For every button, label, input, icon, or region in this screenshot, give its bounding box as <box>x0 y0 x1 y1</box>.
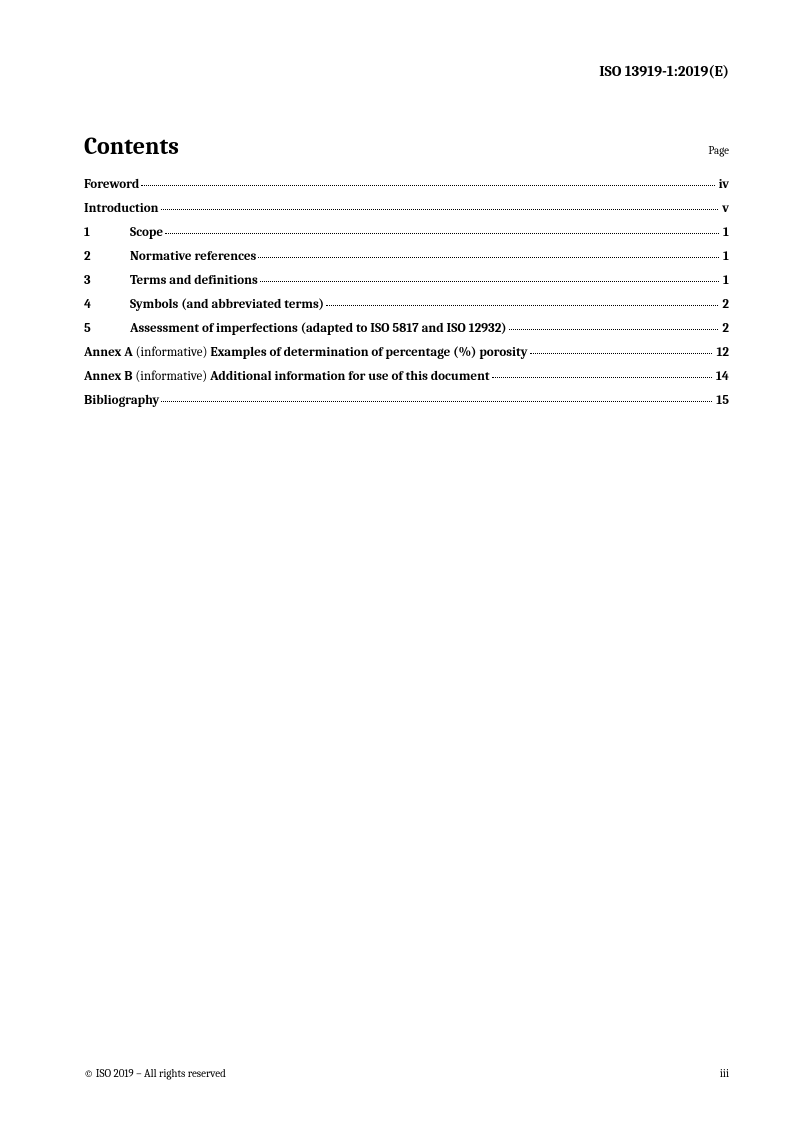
toc-entry-page: v <box>720 202 729 215</box>
toc-entry-label: Annex A (informative) Examples of determ… <box>84 346 528 359</box>
toc-entry[interactable]: Introduction v <box>84 202 729 215</box>
toc-leader <box>141 185 714 186</box>
toc-entry-label: Introduction <box>84 202 159 215</box>
table-of-contents: ForewordivIntroductionv1Scope12Normative… <box>84 178 729 407</box>
toc-entry-label: Annex B (informative) Additional informa… <box>84 370 490 383</box>
toc-entry[interactable]: 4Symbols (and abbreviated terms) 2 <box>84 298 729 311</box>
toc-entry[interactable]: 3Terms and definitions 1 <box>84 274 729 287</box>
toc-entry[interactable]: Annex B (informative) Additional informa… <box>84 370 729 383</box>
toc-entry-page: iv <box>717 178 729 191</box>
toc-entry-page: 2 <box>720 298 729 311</box>
toc-leader <box>260 281 719 282</box>
toc-entry-page: 15 <box>714 394 729 407</box>
toc-leader <box>161 209 719 210</box>
toc-entry-label: Terms and definitions <box>130 274 258 287</box>
toc-entry[interactable]: 5Assessment of imperfections (adapted to… <box>84 322 729 335</box>
document-id: ISO 13919-1:2019(E) <box>84 62 729 80</box>
toc-leader <box>530 353 713 354</box>
toc-entry-label: Assessment of imperfections (adapted to … <box>130 322 507 335</box>
toc-leader <box>492 377 712 378</box>
toc-entry-label: Foreword <box>84 178 139 191</box>
toc-entry[interactable]: Bibliography 15 <box>84 394 729 407</box>
contents-header: Contents Page <box>84 132 729 160</box>
toc-entry-number: 1 <box>84 226 130 239</box>
toc-leader <box>326 305 718 306</box>
toc-leader <box>509 329 719 330</box>
toc-entry-label: Scope <box>130 226 163 239</box>
page-number: iii <box>720 1067 729 1080</box>
toc-entry-page: 1 <box>721 274 729 287</box>
toc-entry-label: Symbols (and abbreviated terms) <box>130 298 324 311</box>
page-column-label: Page <box>708 144 729 157</box>
toc-entry[interactable]: 1Scope1 <box>84 226 729 239</box>
toc-entry[interactable]: Foreword iv <box>84 178 729 191</box>
toc-entry-page: 1 <box>721 250 729 263</box>
copyright-text: © ISO 2019 – All rights reserved <box>84 1067 226 1080</box>
contents-title: Contents <box>84 132 179 160</box>
toc-leader <box>165 233 719 234</box>
toc-entry[interactable]: Annex A (informative) Examples of determ… <box>84 346 729 359</box>
toc-leader <box>258 257 719 258</box>
toc-entry-page: 1 <box>721 226 729 239</box>
toc-entry-page: 14 <box>714 370 729 383</box>
toc-entry-label: Bibliography <box>84 394 159 407</box>
toc-entry-number: 5 <box>84 322 130 335</box>
page: ISO 13919-1:2019(E) Contents Page Forewo… <box>0 0 793 1122</box>
toc-entry-page: 12 <box>714 346 729 359</box>
toc-leader <box>161 401 712 402</box>
toc-entry-number: 3 <box>84 274 130 287</box>
page-footer: © ISO 2019 – All rights reserved iii <box>84 1067 729 1080</box>
toc-entry-label: Normative references <box>130 250 256 263</box>
toc-entry[interactable]: 2Normative references 1 <box>84 250 729 263</box>
toc-entry-number: 2 <box>84 250 130 263</box>
toc-entry-number: 4 <box>84 298 130 311</box>
toc-entry-page: 2 <box>720 322 729 335</box>
